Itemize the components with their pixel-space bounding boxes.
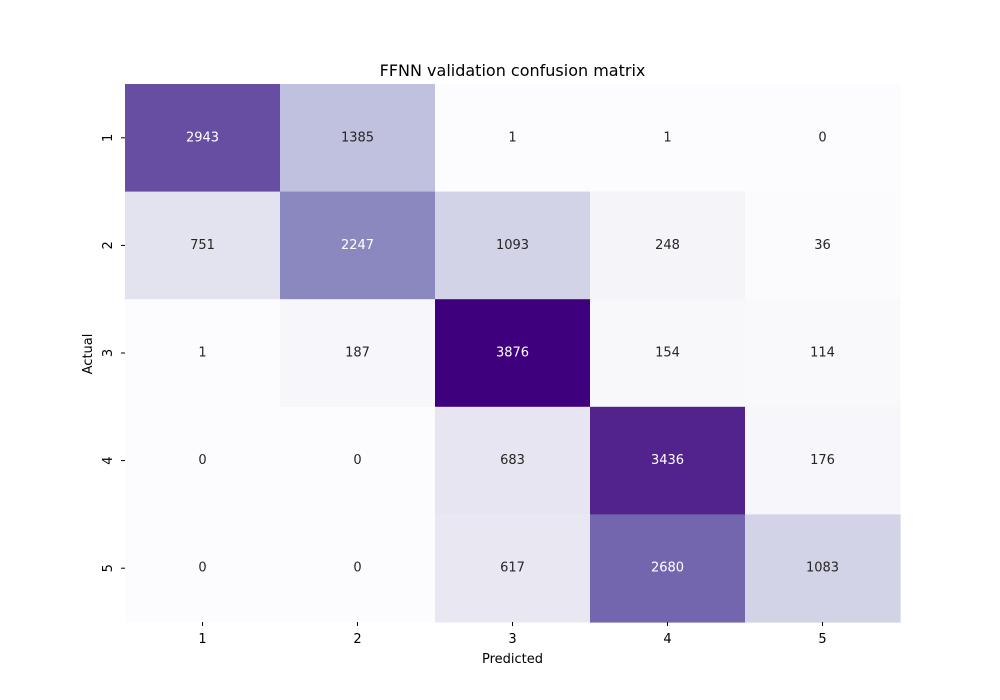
- cell-value-r4-c2: 0: [353, 453, 361, 468]
- heatmap-cell-r2-c5: [745, 191, 901, 300]
- heatmap-cell-r1-c1: [125, 84, 281, 193]
- cell-value-r4-c5: 176: [810, 453, 835, 468]
- cell-value-r3-c4: 154: [655, 346, 680, 361]
- heatmap-cell-r1-c4: [590, 84, 746, 193]
- heatmap-cell-r5-c1: [125, 514, 281, 623]
- heatmap-cell-r2-c2: [280, 191, 436, 300]
- x-axis-ticks: 1 2 3 4 5: [198, 622, 827, 647]
- heatmap-cell-r1-c3: [435, 84, 591, 193]
- heatmap-cell-r5-c2: [280, 514, 436, 623]
- cell-value-r2-c4: 248: [655, 238, 680, 253]
- cell-value-r3-c1: 1: [198, 346, 206, 361]
- chart-title: FFNN validation confusion matrix: [380, 61, 646, 80]
- heatmap-cell-r4-c4: [590, 406, 746, 515]
- heatmap-cell-r5-c3: [435, 514, 591, 623]
- cell-value-r3-c2: 187: [345, 346, 370, 361]
- y-tick-label-1: 1: [101, 134, 116, 142]
- y-axis-label: Actual: [81, 334, 96, 375]
- heatmap-cell-r2-c3: [435, 191, 591, 300]
- cell-value-r1-c3: 1: [508, 130, 516, 145]
- cell-value-r3-c5: 114: [810, 346, 835, 361]
- heatmap-cell-r3-c2: [280, 299, 436, 408]
- heatmap-cell-r3-c3: [435, 299, 591, 408]
- heatmap-cell-r4-c2: [280, 406, 436, 515]
- cell-value-r5-c2: 0: [353, 561, 361, 576]
- x-axis-label: Predicted: [482, 652, 543, 667]
- y-axis-ticks: 1 2 3 4 5: [101, 134, 125, 572]
- cell-value-r1-c4: 1: [663, 130, 671, 145]
- heatmap-cell-r1-c5: [745, 84, 901, 193]
- cell-value-r2-c2: 2247: [341, 238, 374, 253]
- heatmap-cell-labels: 2943 1385 1 1 0 751 2247 1093 248 36 1 187 3876 154 11…: [186, 130, 839, 575]
- cell-value-r4-c3: 683: [500, 453, 525, 468]
- heatmap-cell-r2-c1: [125, 191, 281, 300]
- x-tick-label-3: 3: [508, 632, 516, 647]
- x-tick-label-1: 1: [198, 632, 206, 647]
- heatmap-cell-r3-c5: [745, 299, 901, 408]
- cell-value-r1-c1: 2943: [186, 130, 219, 145]
- cell-value-r2-c5: 36: [814, 238, 831, 253]
- cell-value-r1-c2: 1385: [341, 130, 374, 145]
- cell-value-r1-c5: 0: [818, 130, 826, 145]
- x-tick-label-2: 2: [353, 632, 361, 647]
- heatmap-cell-r4-c5: [745, 406, 901, 515]
- cell-value-r2-c3: 1093: [496, 238, 529, 253]
- heatmap-cell-r3-c4: [590, 299, 746, 408]
- heatmap-cell-r3-c1: [125, 299, 281, 408]
- cell-value-r5-c4: 2680: [651, 561, 684, 576]
- heatmap-cell-r1-c2: [280, 84, 436, 193]
- cell-value-r5-c5: 1083: [806, 561, 839, 576]
- heatmap-cells: [125, 84, 901, 623]
- y-tick-label-5: 5: [101, 564, 116, 572]
- heatmap-cell-r5-c5: [745, 514, 901, 623]
- heatmap-cell-r4-c1: [125, 406, 281, 515]
- cell-value-r5-c3: 617: [500, 561, 525, 576]
- cell-value-r3-c3: 3876: [496, 346, 529, 361]
- y-tick-label-4: 4: [101, 456, 116, 464]
- y-tick-label-3: 3: [101, 349, 116, 357]
- cell-value-r4-c1: 0: [198, 453, 206, 468]
- heatmap-cell-r4-c3: [435, 406, 591, 515]
- cell-value-r2-c1: 751: [190, 238, 215, 253]
- x-tick-label-5: 5: [818, 632, 826, 647]
- heatmap-cell-r2-c4: [590, 191, 746, 300]
- heatmap-cell-r5-c4: [590, 514, 746, 623]
- y-tick-label-2: 2: [101, 241, 116, 249]
- cell-value-r4-c4: 3436: [651, 453, 684, 468]
- x-tick-label-4: 4: [663, 632, 671, 647]
- cell-value-r5-c1: 0: [198, 561, 206, 576]
